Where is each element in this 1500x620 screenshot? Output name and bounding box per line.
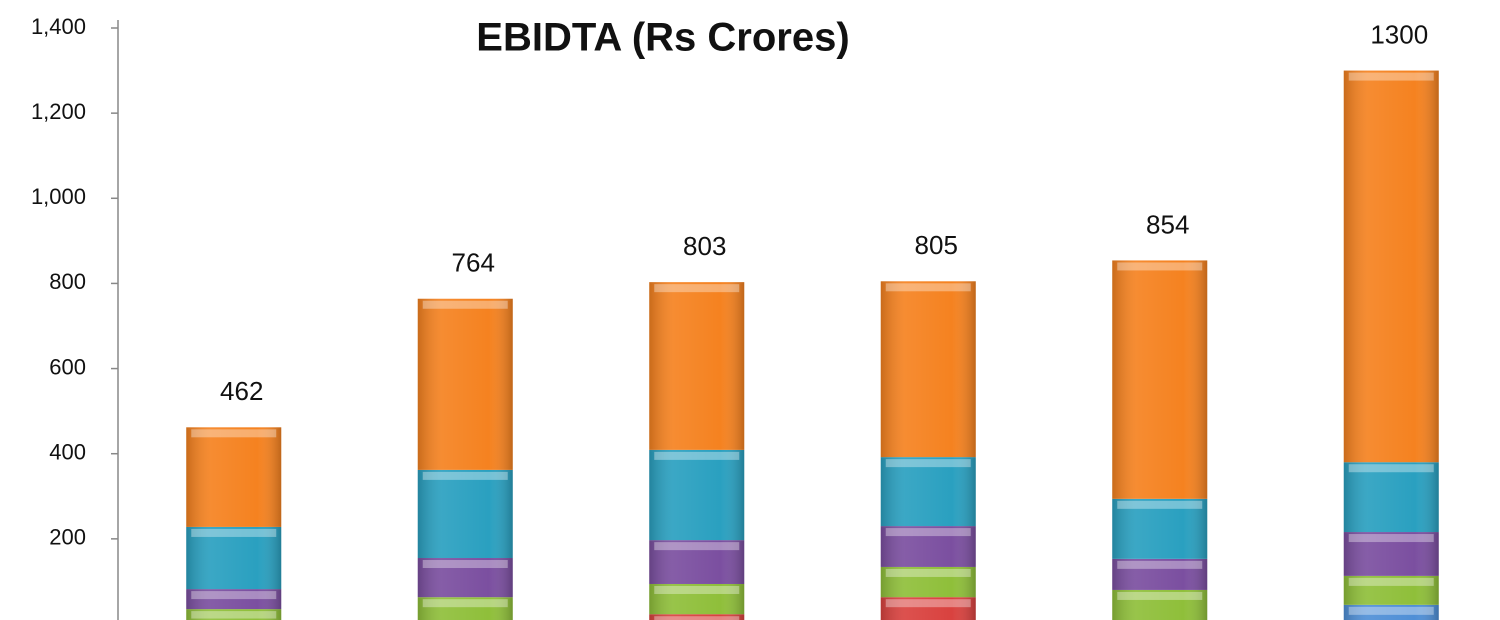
bar-sheen	[1343, 532, 1439, 576]
total-label: 1300	[1370, 19, 1428, 49]
bar-sheen	[649, 583, 745, 615]
bar-highlight	[1117, 591, 1203, 600]
bar-highlight	[654, 585, 740, 594]
bar-highlight	[1117, 500, 1203, 509]
bar-sheen	[417, 469, 513, 559]
bar-sheen	[649, 449, 745, 541]
bar-highlight	[191, 611, 277, 619]
y-tick-label: 200	[49, 525, 86, 550]
bar-highlight	[422, 300, 508, 309]
bar-highlight	[191, 429, 277, 438]
bar-highlight	[422, 471, 508, 480]
bar-sheen	[1343, 575, 1439, 605]
bar-highlight	[422, 599, 508, 608]
total-label: 803	[683, 231, 726, 261]
bar-highlight	[885, 283, 971, 292]
bar-sheen	[880, 597, 976, 620]
bar-highlight	[1348, 606, 1434, 615]
bar-sheen	[880, 281, 976, 458]
y-tick-label: 800	[49, 269, 86, 294]
bar-highlight	[654, 284, 740, 293]
bar-sheen	[649, 282, 745, 450]
bar-highlight	[654, 451, 740, 460]
bar-sheen	[880, 566, 976, 598]
bar-sheen	[417, 597, 513, 620]
bar-sheen	[186, 427, 282, 527]
y-tick-label: 1,400	[31, 14, 86, 39]
y-tick-label: 1,000	[31, 184, 86, 209]
bar-highlight	[885, 528, 971, 537]
bar-sheen	[1112, 558, 1208, 590]
bar-sheen	[417, 558, 513, 598]
bar-sheen	[649, 540, 745, 584]
bar-sheen	[1343, 462, 1439, 533]
bar-highlight	[1348, 577, 1434, 586]
bar-sheen	[186, 609, 282, 620]
bar-highlight	[654, 616, 740, 620]
bar-sheen	[880, 457, 976, 527]
bar-sheen	[186, 526, 282, 590]
y-tick-label: 400	[49, 440, 86, 465]
bar-highlight	[191, 528, 277, 537]
chart-title: EBIDTA (Rs Crores)	[476, 16, 849, 60]
y-tick-label: 600	[49, 354, 86, 379]
bar-sheen	[1112, 498, 1208, 559]
y-tick-label: 1,200	[31, 99, 86, 124]
bar-sheen	[649, 614, 745, 620]
bar-sheen	[186, 589, 282, 610]
bar-sheen	[1343, 604, 1439, 620]
bar-highlight	[1117, 262, 1203, 271]
bar-highlight	[885, 599, 971, 608]
bar-sheen	[880, 526, 976, 567]
bar-sheen	[417, 298, 513, 470]
bar-highlight	[885, 568, 971, 577]
bar-highlight	[1348, 464, 1434, 473]
total-label: 854	[1146, 209, 1189, 239]
bar-highlight	[422, 560, 508, 569]
bar-sheen	[1112, 589, 1208, 620]
bar-sheen	[1343, 70, 1439, 463]
total-label: 462	[220, 376, 263, 406]
bar-highlight	[885, 459, 971, 468]
bar-highlight	[191, 591, 277, 600]
total-label: 805	[915, 230, 958, 260]
bar-highlight	[1348, 534, 1434, 543]
bar-highlight	[1117, 560, 1203, 569]
bar-highlight	[1348, 72, 1434, 81]
bar-sheen	[1112, 260, 1208, 499]
bar-highlight	[654, 542, 740, 551]
total-label: 764	[452, 248, 495, 278]
